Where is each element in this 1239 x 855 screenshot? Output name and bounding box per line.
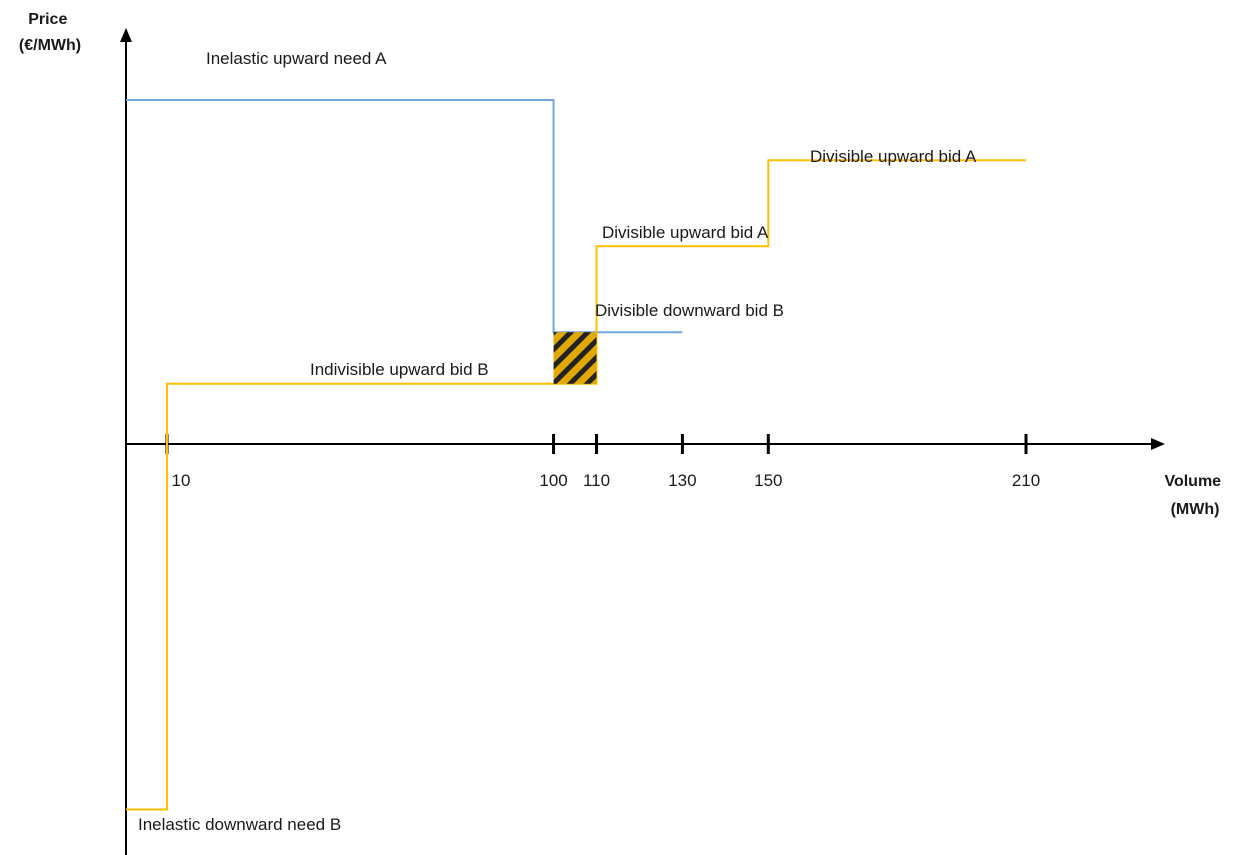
x-axis-title-line2: (MWh)	[1171, 501, 1220, 518]
x-tick-label-130: 130	[668, 471, 696, 490]
y-axis-arrow	[120, 28, 132, 42]
x-tick-label-100: 100	[539, 471, 567, 490]
annotation-divisible-downward-bid-b: Divisible downward bid B	[595, 301, 784, 320]
overlap-hatched-area	[553, 332, 597, 384]
annotation-inelastic-downward-need-b: Inelastic downward need B	[138, 815, 341, 834]
annotation-inelastic-upward-need-a: Inelastic upward need A	[206, 49, 387, 68]
annotation-divisible-upward-bid-a-lower: Divisible upward bid A	[602, 223, 769, 242]
series-line-0	[126, 99, 683, 334]
x-ticks: 10 100 110 130 150 210	[165, 434, 1040, 490]
x-axis-title: Volume (MWh)	[1164, 473, 1225, 518]
x-axis-arrow	[1151, 438, 1165, 450]
x-axis-title-line1: Volume	[1164, 473, 1221, 490]
y-axis-title-line2: (€/MWh)	[19, 37, 81, 54]
series-layer	[126, 99, 1026, 811]
annotation-indivisible-upward-bid-b: Indivisible upward bid B	[310, 360, 489, 379]
x-tick-label-210: 210	[1012, 471, 1040, 490]
x-tick-label-150: 150	[754, 471, 782, 490]
y-axis-title-line1: Price	[28, 11, 67, 28]
annotation-divisible-upward-bid-a-upper: Divisible upward bid A	[810, 147, 977, 166]
series-line-1	[126, 159, 1026, 811]
x-tick-label-110: 110	[583, 471, 610, 490]
x-tick-label-10: 10	[172, 471, 191, 490]
y-axis-title: Price (€/MWh)	[19, 11, 81, 54]
